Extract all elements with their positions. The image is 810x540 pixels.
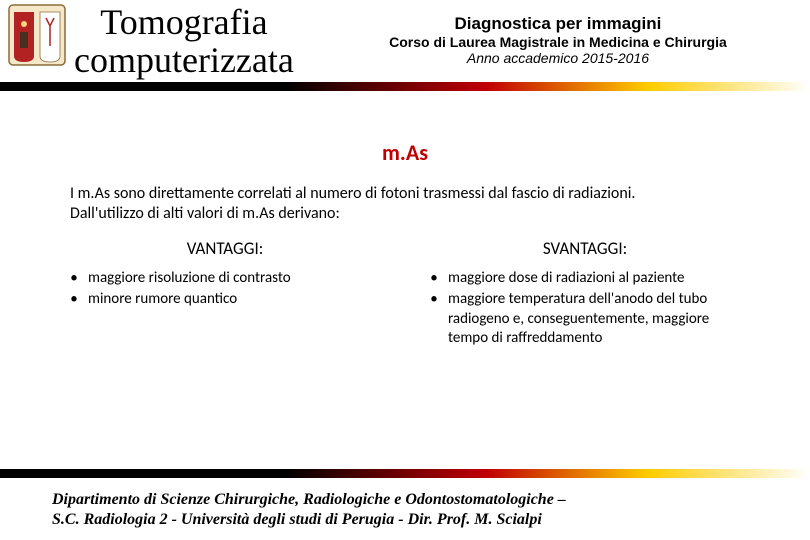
university-logo [8,4,66,72]
footer-line2: S.C. Radiologia 2 - Università degli stu… [52,510,770,530]
disadvantages-column: SVANTAGGI: •maggiore dose di radiazioni … [410,238,750,351]
subtitle-line1: Diagnostica per immagini [314,14,802,34]
divider-stripe-top [0,82,810,91]
list-item: •minore rumore quantico [60,290,390,310]
list-item-text: maggiore risoluzione di contrasto [88,269,291,289]
list-item: •maggiore risoluzione di contrasto [60,269,390,289]
title-line1: Tomografia [74,4,294,42]
bullet-icon: • [60,290,88,310]
subtitle-block: Diagnostica per immagini Corso di Laurea… [314,4,802,66]
footer-line1: Dipartimento di Scienze Chirurgiche, Rad… [52,490,770,510]
header: Tomografia computerizzata Diagnostica pe… [0,0,810,80]
bullet-icon: • [60,269,88,289]
advantages-heading: VANTAGGI: [60,238,390,259]
title-line2: computerizzata [74,42,294,80]
footer-text: Dipartimento di Scienze Chirurgiche, Rad… [52,490,770,530]
list-item-text: maggiore dose di radiazioni al paziente [448,269,684,289]
intro-paragraph: I m.As sono direttamente correlati al nu… [70,184,740,224]
advantages-column: VANTAGGI: •maggiore risoluzione di contr… [60,238,410,351]
advantages-list: •maggiore risoluzione di contrasto •mino… [60,269,390,310]
disadvantages-heading: SVANTAGGI: [420,238,750,259]
section-title: m.As [0,139,810,166]
subtitle-line2: Corso di Laurea Magistrale in Medicina e… [314,34,802,50]
list-item-text: maggiore temperatura dell'anodo del tubo… [448,290,750,349]
bullet-icon: • [420,269,448,289]
list-item: •maggiore temperatura dell'anodo del tub… [420,290,750,349]
disadvantages-list: •maggiore dose di radiazioni al paziente… [420,269,750,349]
divider-stripe-bottom [0,469,810,478]
bullet-icon: • [420,290,448,349]
list-item-text: minore rumore quantico [88,290,237,310]
columns-container: VANTAGGI: •maggiore risoluzione di contr… [60,238,750,351]
list-item: •maggiore dose di radiazioni al paziente [420,269,750,289]
main-title: Tomografia computerizzata [74,4,314,80]
subtitle-line3: Anno accademico 2015-2016 [314,50,802,66]
